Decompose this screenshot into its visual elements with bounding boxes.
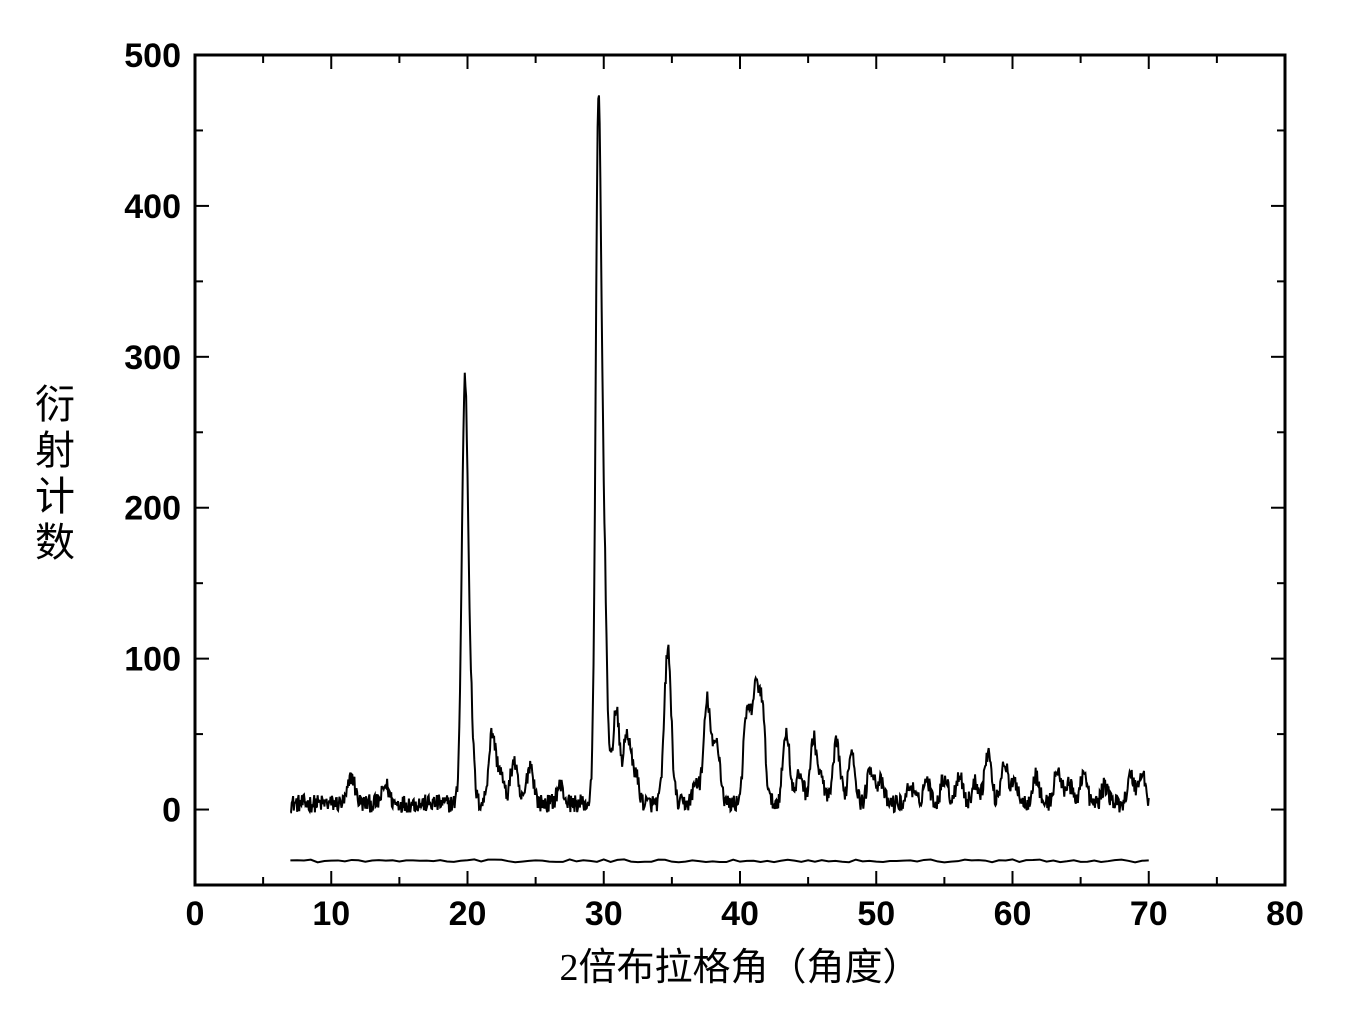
y-tick-label: 300 [124,339,181,377]
y-tick-label: 200 [124,490,181,528]
x-tick-label: 40 [721,895,759,933]
x-tick-label: 0 [186,895,205,933]
y-axis-label: 衍射计数 [35,382,75,565]
x-axis-label: 2倍布拉格角（角度） [559,947,920,989]
x-tick-label: 20 [449,895,487,933]
xrd-chart: 0 10 20 30 40 50 60 70 80 0 100 200 300 400 500 2倍布拉格角（… [0,0,1367,1020]
y-tick-label: 500 [124,37,181,75]
x-tick-label: 60 [994,895,1032,933]
x-tick-label: 80 [1266,895,1304,933]
x-tick-label: 70 [1130,895,1168,933]
x-tick-label: 50 [857,895,895,933]
y-tick-label: 0 [162,792,181,830]
y-tick-label: 100 [124,641,181,679]
x-tick-label: 10 [312,895,350,933]
x-tick-label: 30 [585,895,623,933]
y-tick-label: 400 [124,188,181,226]
